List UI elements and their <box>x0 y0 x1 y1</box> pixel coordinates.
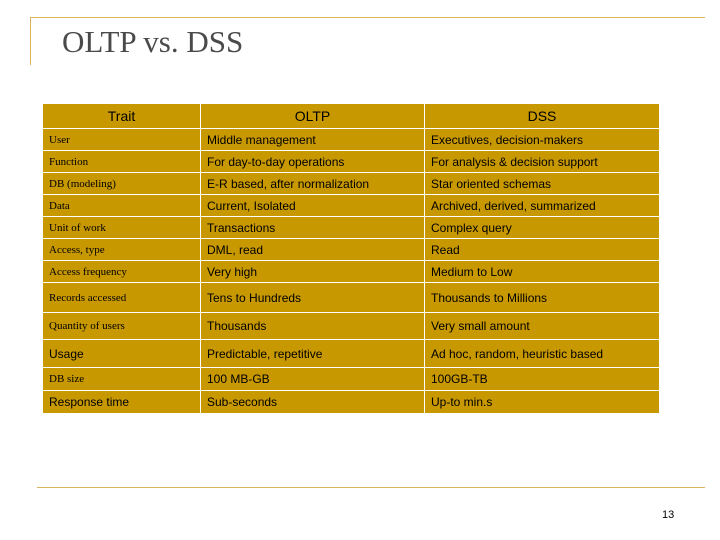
trait-cell: Access frequency <box>42 260 201 283</box>
dss-cell: Star oriented schemas <box>424 172 660 195</box>
oltp-cell: Current, Isolated <box>200 194 425 217</box>
trait-cell: Response time <box>42 390 201 414</box>
table-row: Access, type DML, read Read <box>42 238 660 261</box>
table-row: Unit of work Transactions Complex query <box>42 216 660 239</box>
header-dss: DSS <box>424 103 660 129</box>
table-row: User Middle management Executives, decis… <box>42 128 660 151</box>
trait-cell: Data <box>42 194 201 217</box>
table-header-row: Trait OLTP DSS <box>42 103 660 129</box>
dss-cell: Thousands to Millions <box>424 282 660 313</box>
comparison-table: Trait OLTP DSS User Middle management Ex… <box>42 103 660 414</box>
oltp-cell: Very high <box>200 260 425 283</box>
oltp-cell: Tens to Hundreds <box>200 282 425 313</box>
trait-cell: Unit of work <box>42 216 201 239</box>
table-row: Quantity of users Thousands Very small a… <box>42 312 660 340</box>
header-oltp: OLTP <box>200 103 425 129</box>
trait-cell: Records accessed <box>42 282 201 313</box>
dss-cell: For analysis & decision support <box>424 150 660 173</box>
table-row: DB size 100 MB-GB 100GB-TB <box>42 367 660 391</box>
trait-cell: Usage <box>42 339 201 368</box>
table-row: Data Current, Isolated Archived, derived… <box>42 194 660 217</box>
page-number: 13 <box>662 509 675 521</box>
trait-cell: User <box>42 128 201 151</box>
oltp-cell: For day-to-day operations <box>200 150 425 173</box>
dss-cell: Executives, decision-makers <box>424 128 660 151</box>
dss-cell: 100GB-TB <box>424 367 660 391</box>
dss-cell: Up-to min.s <box>424 390 660 414</box>
table-row: Records accessed Tens to Hundreds Thousa… <box>42 282 660 313</box>
oltp-cell: E-R based, after normalization <box>200 172 425 195</box>
trait-cell: DB size <box>42 367 201 391</box>
table-row: Response time Sub-seconds Up-to min.s <box>42 390 660 414</box>
dss-cell: Very small amount <box>424 312 660 340</box>
trait-cell: DB (modeling) <box>42 172 201 195</box>
dss-cell: Medium to Low <box>424 260 660 283</box>
table-row: Usage Predictable, repetitive Ad hoc, ra… <box>42 339 660 368</box>
table-row: Function For day-to-day operations For a… <box>42 150 660 173</box>
oltp-cell: Transactions <box>200 216 425 239</box>
dss-cell: Complex query <box>424 216 660 239</box>
oltp-cell: Predictable, repetitive <box>200 339 425 368</box>
oltp-cell: Middle management <box>200 128 425 151</box>
bottom-accent-line <box>37 487 705 488</box>
header-trait: Trait <box>42 103 201 129</box>
left-accent-line <box>30 17 31 65</box>
trait-cell: Quantity of users <box>42 312 201 340</box>
table-row: DB (modeling) E-R based, after normaliza… <box>42 172 660 195</box>
oltp-cell: DML, read <box>200 238 425 261</box>
dss-cell: Read <box>424 238 660 261</box>
dss-cell: Archived, derived, summarized <box>424 194 660 217</box>
table-row: Access frequency Very high Medium to Low <box>42 260 660 283</box>
slide-title: OLTP vs. DSS <box>62 24 244 59</box>
top-accent-line <box>30 17 705 18</box>
oltp-cell: 100 MB-GB <box>200 367 425 391</box>
oltp-cell: Sub-seconds <box>200 390 425 414</box>
trait-cell: Access, type <box>42 238 201 261</box>
dss-cell: Ad hoc, random, heuristic based <box>424 339 660 368</box>
trait-cell: Function <box>42 150 201 173</box>
oltp-cell: Thousands <box>200 312 425 340</box>
